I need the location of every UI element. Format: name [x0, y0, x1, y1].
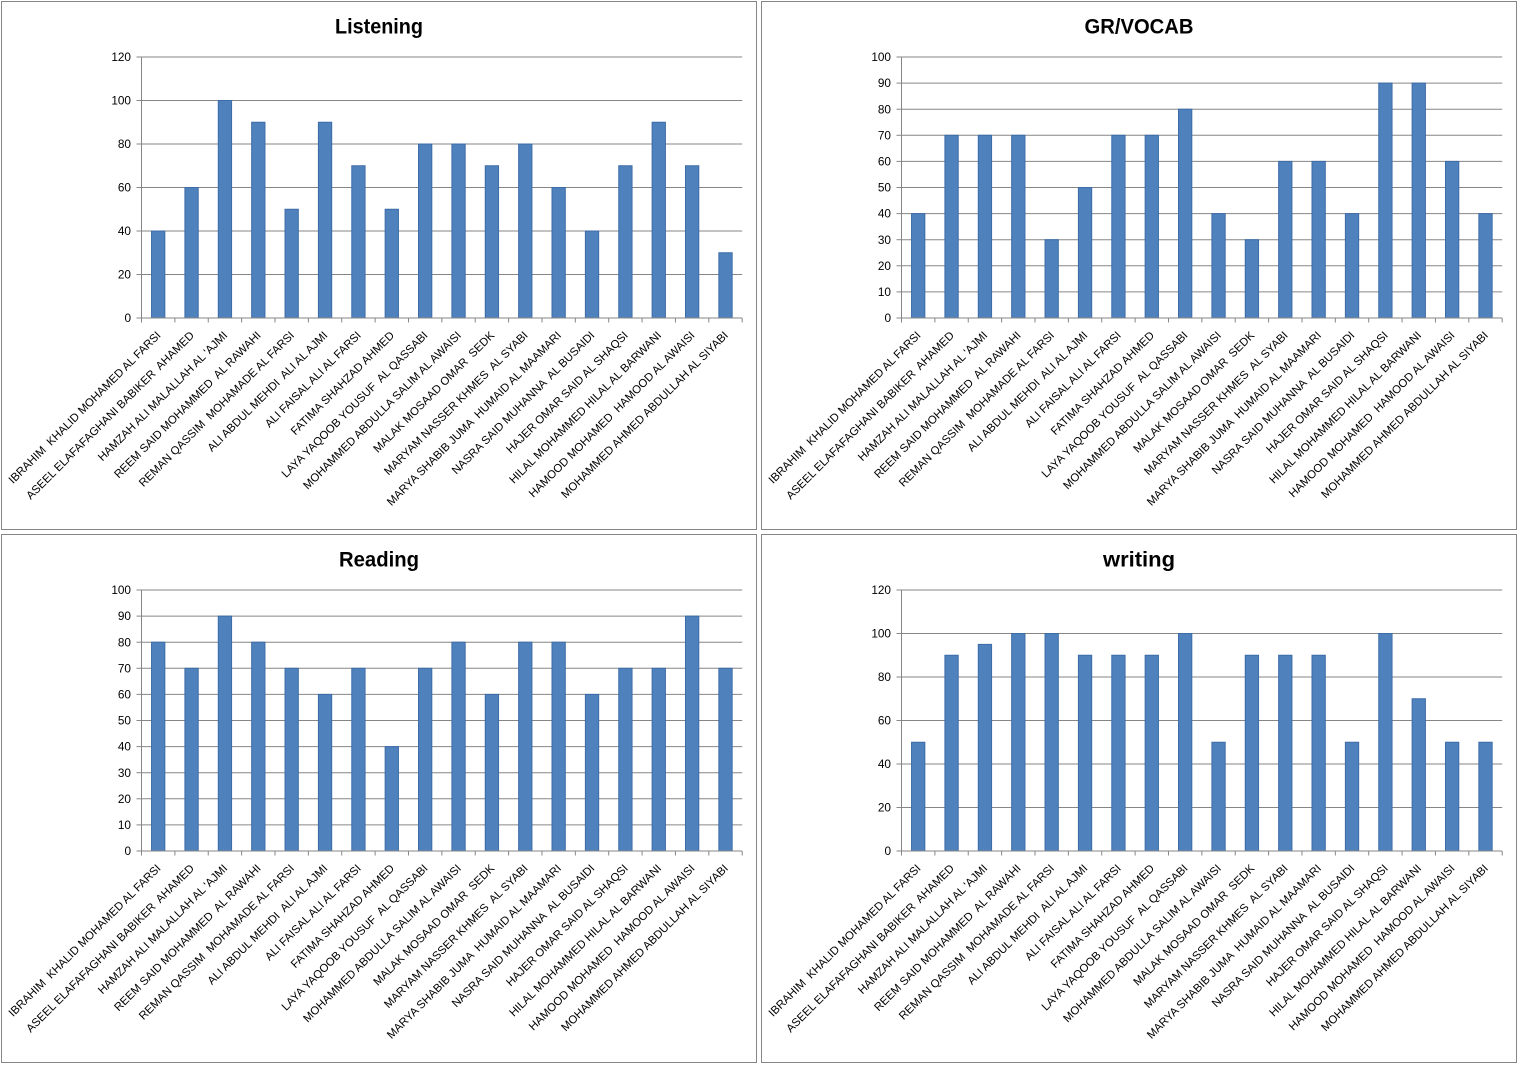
svg-text:80: 80	[118, 137, 132, 151]
svg-text:40: 40	[878, 207, 892, 221]
svg-text:40: 40	[878, 757, 892, 771]
svg-text:80: 80	[878, 670, 892, 684]
svg-text:80: 80	[878, 102, 892, 116]
svg-text:50: 50	[878, 181, 892, 195]
svg-text:70: 70	[878, 128, 892, 142]
svg-text:40: 40	[118, 224, 132, 238]
svg-text:90: 90	[118, 609, 132, 623]
svg-text:Reading: Reading	[339, 549, 419, 572]
svg-text:0: 0	[124, 311, 131, 325]
svg-text:100: 100	[111, 583, 131, 597]
svg-text:0: 0	[124, 844, 131, 858]
svg-text:0: 0	[884, 844, 891, 858]
svg-text:100: 100	[111, 94, 131, 108]
svg-text:30: 30	[118, 766, 132, 780]
svg-text:20: 20	[118, 268, 132, 282]
svg-text:10: 10	[118, 818, 132, 832]
svg-text:50: 50	[118, 714, 132, 728]
svg-text:30: 30	[878, 233, 892, 247]
svg-text:40: 40	[118, 740, 132, 754]
svg-text:70: 70	[118, 661, 132, 675]
svg-text:0: 0	[884, 311, 891, 325]
svg-text:20: 20	[118, 792, 132, 806]
svg-text:Listening: Listening	[335, 16, 423, 39]
svg-text:20: 20	[878, 801, 892, 815]
svg-text:60: 60	[118, 688, 132, 702]
svg-text:120: 120	[871, 583, 891, 597]
svg-text:60: 60	[878, 714, 892, 728]
svg-text:80: 80	[118, 635, 132, 649]
svg-text:90: 90	[878, 76, 892, 90]
svg-text:writing: writing	[1102, 549, 1175, 572]
svg-text:100: 100	[871, 50, 891, 64]
svg-text:10: 10	[878, 285, 892, 299]
svg-text:120: 120	[111, 50, 131, 64]
svg-text:60: 60	[878, 155, 892, 169]
svg-text:60: 60	[118, 181, 132, 195]
svg-text:GR/VOCAB: GR/VOCAB	[1085, 16, 1194, 39]
svg-text:100: 100	[871, 627, 891, 641]
svg-text:20: 20	[878, 259, 892, 273]
